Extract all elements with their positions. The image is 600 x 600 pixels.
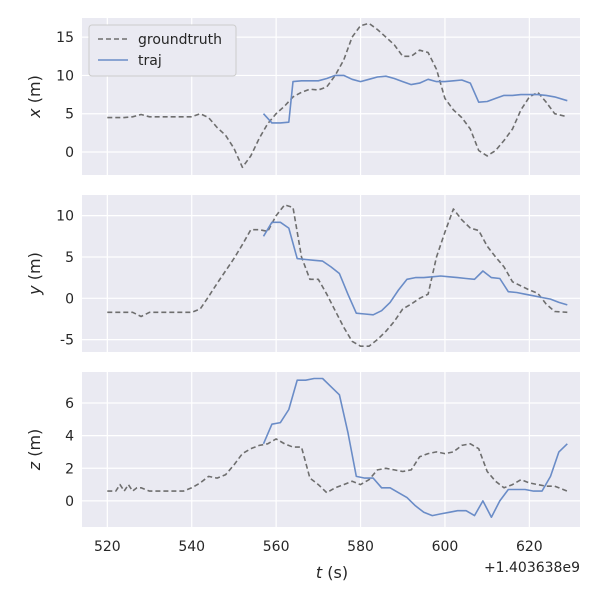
y-tick-label: 10 (56, 209, 74, 225)
legend-box (88, 24, 237, 77)
series-traj (262, 221, 568, 316)
series-traj (262, 74, 568, 124)
x-axis-label: t (s) (316, 563, 348, 582)
y-tick-label: -5 (60, 333, 74, 349)
series-traj (262, 377, 568, 519)
x-tick-label: 560 (263, 539, 290, 555)
y-tick-label: 0 (65, 291, 74, 307)
y-tick-label: 2 (65, 461, 74, 477)
y-axis-label: y (m) (25, 252, 44, 296)
y-tick-label: 5 (65, 250, 74, 266)
x-tick-label: 540 (178, 539, 205, 555)
y-tick-label: 15 (56, 30, 74, 46)
legend-label-groundtruth: groundtruth (138, 32, 222, 48)
panels-group: 0 5 10 15 x (m) groundtruth traj -5 0 5 10 y (m) 0 2 4… (25, 18, 580, 555)
x-tick-label: 620 (516, 539, 543, 555)
panel-z: 0 2 4 6 z (m) 520 540 560 580 600 620 (25, 372, 580, 555)
panel-x: 0 5 10 15 x (m) groundtruth traj (25, 18, 580, 175)
legend: groundtruth traj (88, 24, 237, 77)
panel-background (82, 372, 580, 527)
y-tick-label: 0 (65, 494, 74, 510)
x-tick-label: 580 (347, 539, 374, 555)
series-groundtruth (107, 22, 568, 169)
series-groundtruth (107, 438, 568, 494)
y-tick-label: 5 (65, 107, 74, 123)
y-axis-label: z (m) (25, 429, 44, 472)
y-axis-label: x (m) (25, 75, 44, 119)
y-tick-label: 0 (65, 145, 74, 161)
y-tick-label: 6 (65, 396, 74, 412)
panel-background (82, 195, 580, 352)
x-tick-label: 520 (94, 539, 121, 555)
y-tick-label: 10 (56, 68, 74, 84)
y-tick-label: 4 (65, 429, 74, 445)
legend-label-traj: traj (138, 53, 162, 69)
x-axis-offset-label: +1.403638e9 (484, 560, 580, 576)
x-tick-label: 600 (432, 539, 459, 555)
panel-y: -5 0 5 10 y (m) (25, 195, 580, 352)
